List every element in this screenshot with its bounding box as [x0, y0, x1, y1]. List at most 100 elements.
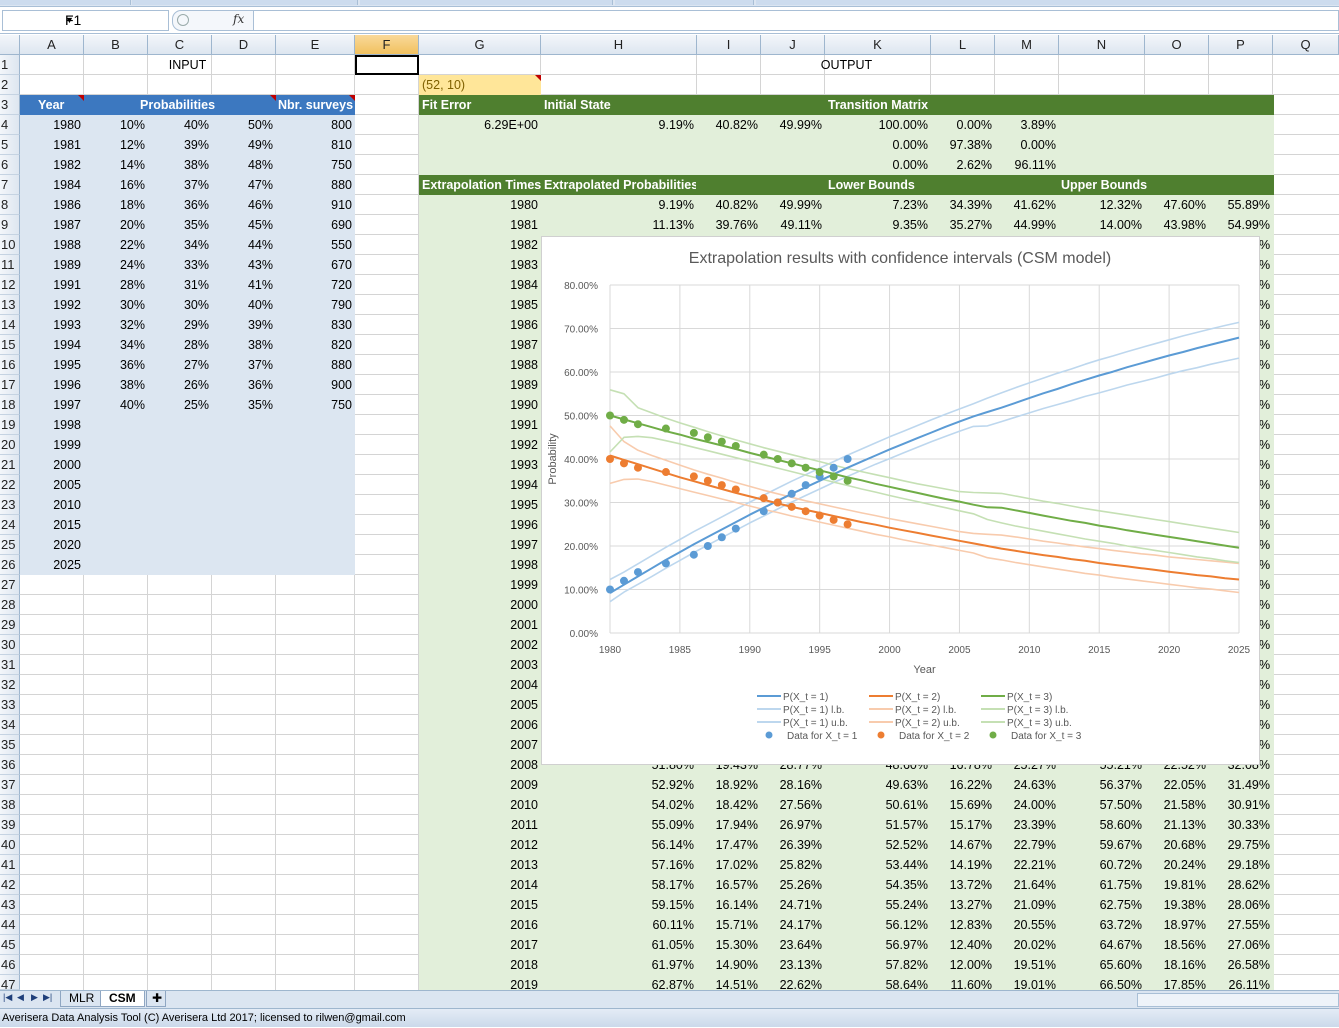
column-header-j[interactable]: J: [761, 35, 825, 55]
row-header-30[interactable]: 30: [0, 635, 20, 655]
next-sheet-icon[interactable]: ▶: [31, 992, 38, 1002]
last-sheet-icon[interactable]: ▶|: [43, 992, 53, 1002]
extrap-year: 2000: [510, 598, 538, 612]
extrapolation-chart[interactable]: Extrapolation results with confidence in…: [541, 236, 1260, 765]
column-header-b[interactable]: B: [84, 35, 148, 55]
extrap-prob: 24.17%: [779, 918, 822, 932]
column-header-n[interactable]: N: [1059, 35, 1145, 55]
row-header-11[interactable]: 11: [0, 255, 20, 275]
extrap-prob: 39.76%: [715, 218, 758, 232]
fx-button-area[interactable]: fx: [172, 10, 254, 31]
expand-icon[interactable]: [177, 14, 189, 26]
extrap-prob: 18.92%: [715, 778, 758, 792]
row-header-34[interactable]: 34: [0, 715, 20, 735]
upper-bound: 31.49%: [1227, 778, 1270, 792]
row-header-22[interactable]: 22: [0, 475, 20, 495]
row-header-42[interactable]: 42: [0, 875, 20, 895]
row-header-33[interactable]: 33: [0, 695, 20, 715]
row-header-32[interactable]: 32: [0, 675, 20, 695]
row-header-1[interactable]: 1: [0, 55, 20, 75]
function-icon[interactable]: fx: [233, 12, 245, 26]
name-box[interactable]: F1 ▼: [2, 10, 169, 31]
row-header-29[interactable]: 29: [0, 615, 20, 635]
row-header-8[interactable]: 8: [0, 195, 20, 215]
row-header-15[interactable]: 15: [0, 335, 20, 355]
tab-csm[interactable]: CSM: [100, 991, 145, 1007]
row-header-20[interactable]: 20: [0, 435, 20, 455]
column-header-o[interactable]: O: [1145, 35, 1209, 55]
row-header-36[interactable]: 36: [0, 755, 20, 775]
row-header-18[interactable]: 18: [0, 395, 20, 415]
row-header-9[interactable]: 9: [0, 215, 20, 235]
data-point: [661, 424, 670, 433]
row-header-23[interactable]: 23: [0, 495, 20, 515]
row-header-14[interactable]: 14: [0, 315, 20, 335]
row-header-7[interactable]: 7: [0, 175, 20, 195]
tab-mlr[interactable]: MLR: [60, 991, 104, 1007]
row-header-45[interactable]: 45: [0, 935, 20, 955]
lower-bound: 41.62%: [1013, 198, 1056, 212]
row-header-17[interactable]: 17: [0, 375, 20, 395]
row-header-24[interactable]: 24: [0, 515, 20, 535]
row-header-47[interactable]: 47: [0, 975, 20, 990]
new-sheet-icon[interactable]: ✚: [146, 991, 166, 1007]
column-header-l[interactable]: L: [931, 35, 995, 55]
extrap-year: 1998: [510, 558, 538, 572]
row-header-39[interactable]: 39: [0, 815, 20, 835]
column-header-e[interactable]: E: [276, 35, 355, 55]
column-header-d[interactable]: D: [212, 35, 276, 55]
row-header-27[interactable]: 27: [0, 575, 20, 595]
chevron-down-icon[interactable]: ▼: [65, 15, 74, 25]
column-header-f[interactable]: F: [355, 35, 419, 55]
row-header-41[interactable]: 41: [0, 855, 20, 875]
row-header-40[interactable]: 40: [0, 835, 20, 855]
first-sheet-icon[interactable]: |◀: [3, 992, 13, 1002]
row-header-46[interactable]: 46: [0, 955, 20, 975]
row-header-13[interactable]: 13: [0, 295, 20, 315]
input-value: 40%: [119, 398, 145, 412]
partial-value: %: [1259, 278, 1271, 292]
row-header-25[interactable]: 25: [0, 535, 20, 555]
row-header-28[interactable]: 28: [0, 595, 20, 615]
row-header-6[interactable]: 6: [0, 155, 20, 175]
input-value: 830: [331, 318, 352, 332]
transition-value: 0.00%: [1020, 138, 1056, 152]
column-header-m[interactable]: M: [995, 35, 1059, 55]
column-header-a[interactable]: A: [20, 35, 84, 55]
row-header-12[interactable]: 12: [0, 275, 20, 295]
row-header-3[interactable]: 3: [0, 95, 20, 115]
formula-input[interactable]: [253, 10, 1339, 31]
column-header-h[interactable]: H: [541, 35, 697, 55]
row-header-37[interactable]: 37: [0, 775, 20, 795]
column-header-p[interactable]: P: [1209, 35, 1273, 55]
column-header-c[interactable]: C: [148, 35, 212, 55]
data-point: [787, 459, 796, 468]
row-header-2[interactable]: 2: [0, 75, 20, 95]
row-header-31[interactable]: 31: [0, 655, 20, 675]
upper-bounds-header: Upper Bounds: [1061, 178, 1147, 192]
column-header-k[interactable]: K: [825, 35, 931, 55]
column-header-i[interactable]: I: [697, 35, 761, 55]
horizontal-scrollbar[interactable]: [1137, 993, 1339, 1007]
gridline: [418, 55, 419, 990]
row-header-35[interactable]: 35: [0, 735, 20, 755]
extrap-year: 1981: [510, 218, 538, 232]
upper-bound: 19.38%: [1163, 898, 1206, 912]
row-header-10[interactable]: 10: [0, 235, 20, 255]
row-header-43[interactable]: 43: [0, 895, 20, 915]
row-header-26[interactable]: 26: [0, 555, 20, 575]
prev-sheet-icon[interactable]: ◀: [17, 992, 24, 1002]
row-header-44[interactable]: 44: [0, 915, 20, 935]
row-header-21[interactable]: 21: [0, 455, 20, 475]
partial-value: %: [1259, 658, 1271, 672]
row-header-4[interactable]: 4: [0, 115, 20, 135]
column-header-g[interactable]: G: [419, 35, 541, 55]
row-header-19[interactable]: 19: [0, 415, 20, 435]
row-header-16[interactable]: 16: [0, 355, 20, 375]
extrap-prob: 24.71%: [779, 898, 822, 912]
row-header-38[interactable]: 38: [0, 795, 20, 815]
column-header-q[interactable]: Q: [1273, 35, 1339, 55]
select-all-corner[interactable]: [0, 35, 20, 55]
row-header-5[interactable]: 5: [0, 135, 20, 155]
selected-cell-f1[interactable]: [355, 55, 419, 75]
